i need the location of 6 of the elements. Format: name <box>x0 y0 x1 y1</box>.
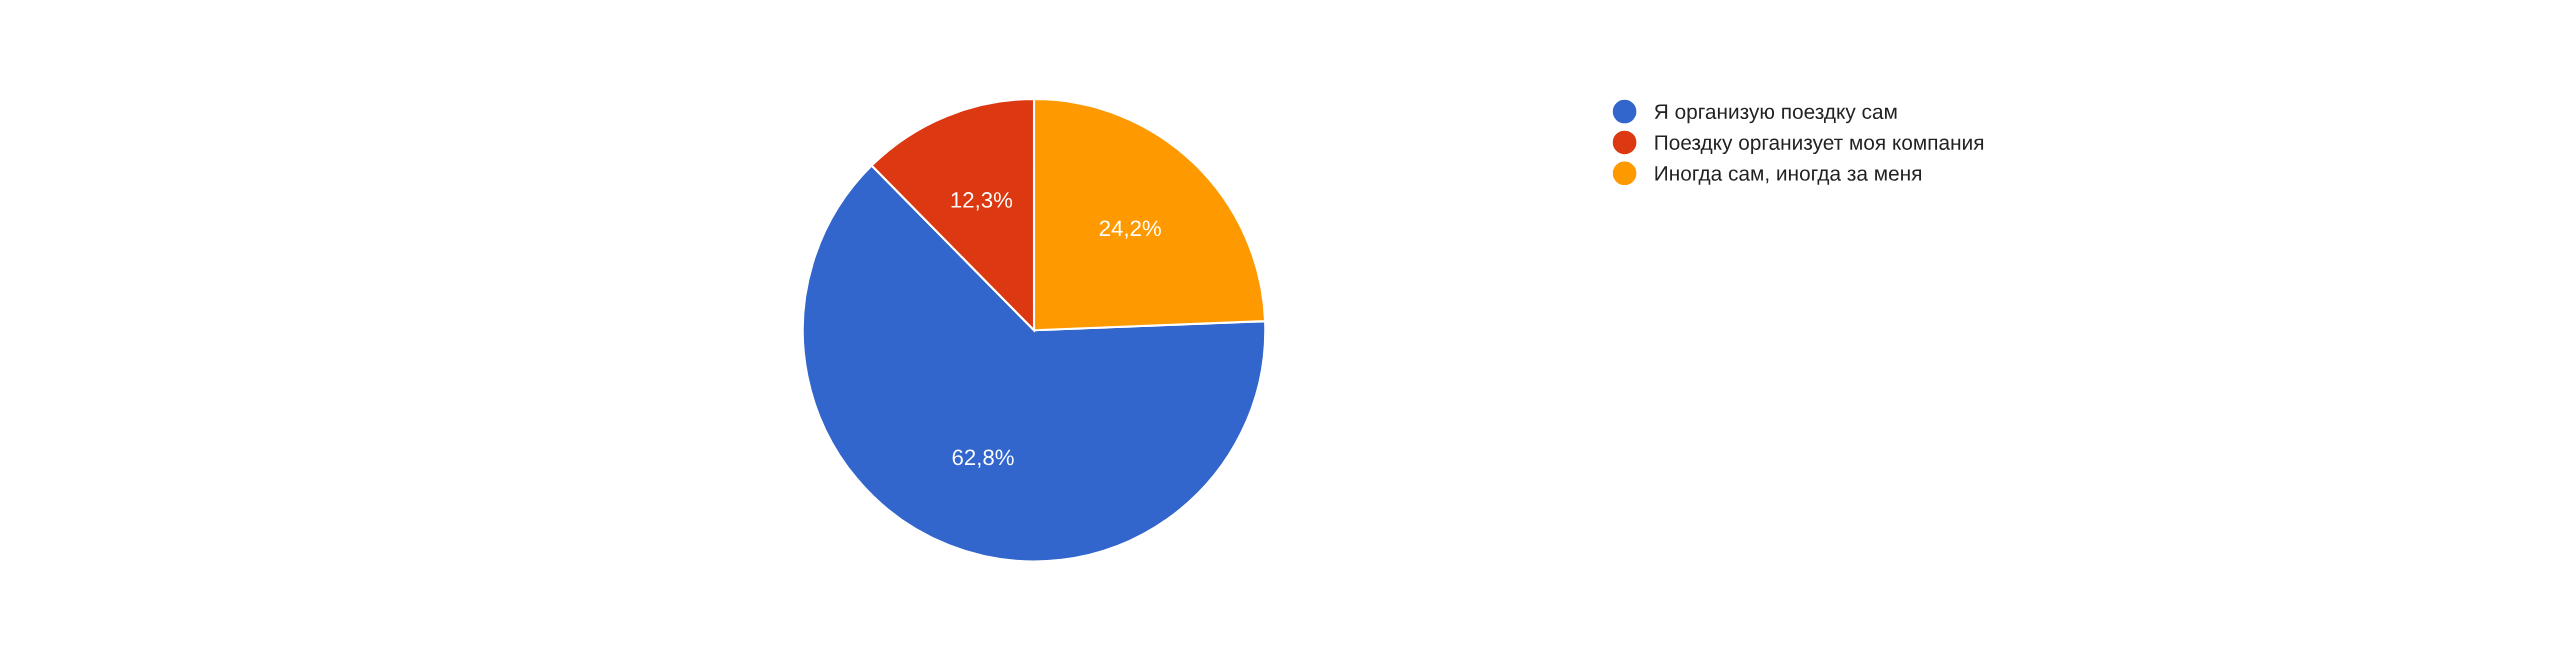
data-label: 24,2% <box>1099 220 1161 239</box>
legend-label: Я организую поездку сам <box>1654 104 1897 124</box>
legend-label: Иногда сам, иногда за меня <box>1655 166 1922 185</box>
data-label: 12,3% <box>951 192 1013 211</box>
legend-label: Поездку организует моя компания <box>1655 135 1984 155</box>
data-label: 62,8% <box>952 449 1014 468</box>
